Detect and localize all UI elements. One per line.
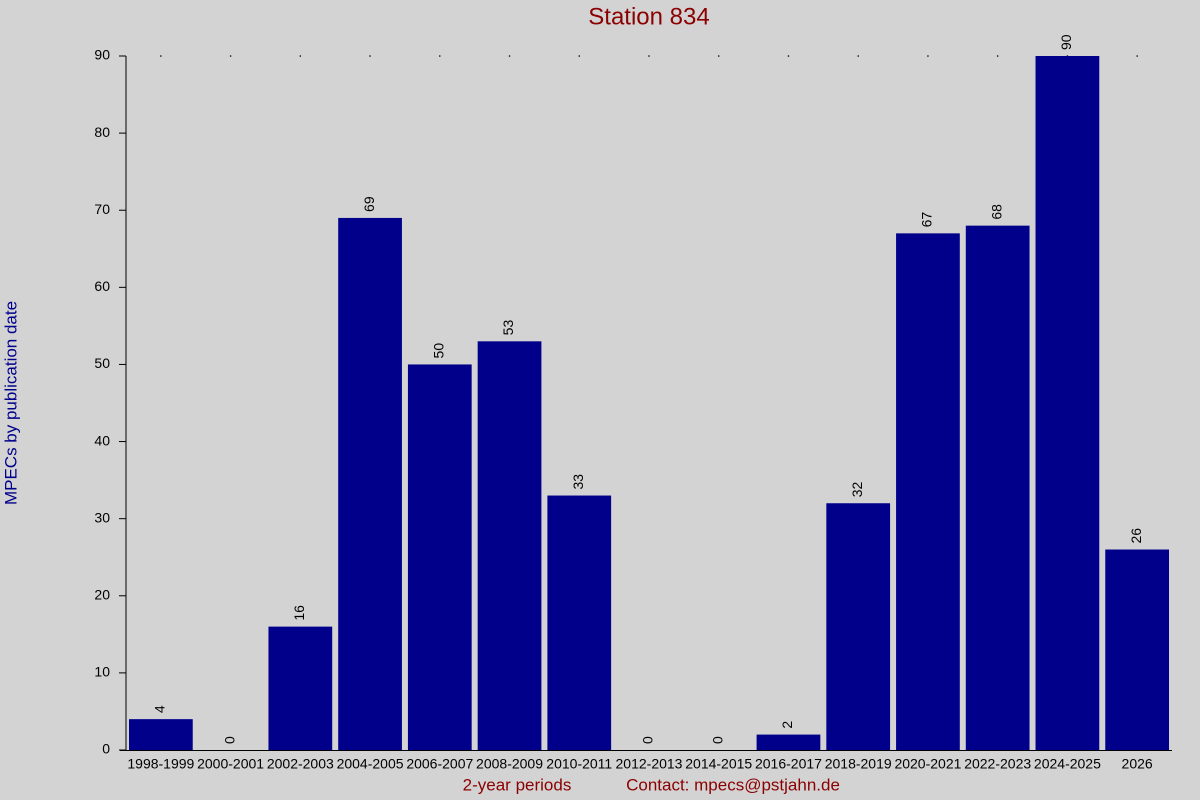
x-tick-label: 2004-2005 xyxy=(337,756,404,772)
x-tick-label: 2000-2001 xyxy=(197,756,264,772)
x-tick-label: 2010-2011 xyxy=(546,756,612,772)
y-tick-label: 50 xyxy=(94,355,110,371)
y-tick-label: 20 xyxy=(94,586,110,602)
x-tick-label: 2008-2009 xyxy=(476,756,543,772)
y-axis-label: MPECs by publication date xyxy=(1,301,20,505)
top-dot xyxy=(508,55,511,57)
value-label: 50 xyxy=(431,343,447,359)
bar xyxy=(547,495,612,750)
top-dot xyxy=(369,55,371,57)
x-tick-label: 2026 xyxy=(1122,756,1153,772)
x-tick-label: 2014-2015 xyxy=(685,756,752,772)
bar xyxy=(407,364,472,750)
x-axis-label: 2-year periods xyxy=(463,775,572,794)
top-dot xyxy=(927,55,929,57)
bar xyxy=(965,225,1030,751)
top-dot xyxy=(787,55,790,57)
bar xyxy=(477,341,542,750)
value-label: 2 xyxy=(779,721,795,729)
top-dot xyxy=(717,55,720,57)
contact: Contact: mpecs@pstjahn.de xyxy=(626,775,840,794)
y-tick-label: 30 xyxy=(94,509,110,525)
value-label: 33 xyxy=(570,474,586,490)
value-label: 68 xyxy=(988,204,1004,220)
top-dot xyxy=(160,55,162,57)
value-label: 67 xyxy=(919,212,935,228)
y-tick-label: 80 xyxy=(94,124,110,140)
chart-title: Station 834 xyxy=(588,3,709,30)
x-tick-label: 1998-1999 xyxy=(127,756,194,772)
x-tick-label: 2024-2025 xyxy=(1034,756,1101,772)
x-tick-label: 2022-2023 xyxy=(964,756,1031,772)
bar xyxy=(268,626,333,750)
top-dot xyxy=(299,55,302,57)
y-tick-label: 0 xyxy=(102,741,110,757)
x-tick-label: 2006-2007 xyxy=(406,756,473,772)
y-tick-label: 40 xyxy=(94,432,110,448)
value-label: 69 xyxy=(361,196,377,212)
top-dot xyxy=(578,55,581,57)
bar xyxy=(826,503,891,750)
bar xyxy=(338,217,402,750)
value-label: 16 xyxy=(291,605,307,621)
value-label: 90 xyxy=(1058,34,1074,50)
y-tick-label: 10 xyxy=(94,664,110,680)
top-dot xyxy=(857,55,859,57)
top-dot xyxy=(996,55,999,57)
top-dot xyxy=(648,55,650,57)
top-dot xyxy=(1136,55,1138,57)
value-label: 4 xyxy=(152,705,168,713)
value-label: 0 xyxy=(221,736,237,744)
bar xyxy=(129,719,193,750)
bar xyxy=(896,233,960,750)
value-label: 32 xyxy=(849,481,865,497)
value-label: 26 xyxy=(1128,528,1144,544)
x-tick-label: 2012-2013 xyxy=(616,756,683,772)
value-label: 53 xyxy=(500,320,516,336)
y-tick-label: 70 xyxy=(94,201,110,217)
value-label: 0 xyxy=(709,736,725,744)
bar xyxy=(756,734,821,750)
x-tick-label: 2018-2019 xyxy=(825,756,892,772)
bar xyxy=(1035,56,1100,750)
x-tick-label: 2016-2017 xyxy=(755,756,822,772)
y-tick-label: 60 xyxy=(94,278,110,294)
top-dot xyxy=(439,55,441,57)
top-dot xyxy=(229,55,232,57)
x-tick-label: 2002-2003 xyxy=(267,756,334,772)
y-tick-label: 90 xyxy=(94,47,110,63)
x-tick-label: 2020-2021 xyxy=(894,756,961,772)
value-label: 0 xyxy=(640,736,656,744)
bar xyxy=(1105,549,1169,750)
